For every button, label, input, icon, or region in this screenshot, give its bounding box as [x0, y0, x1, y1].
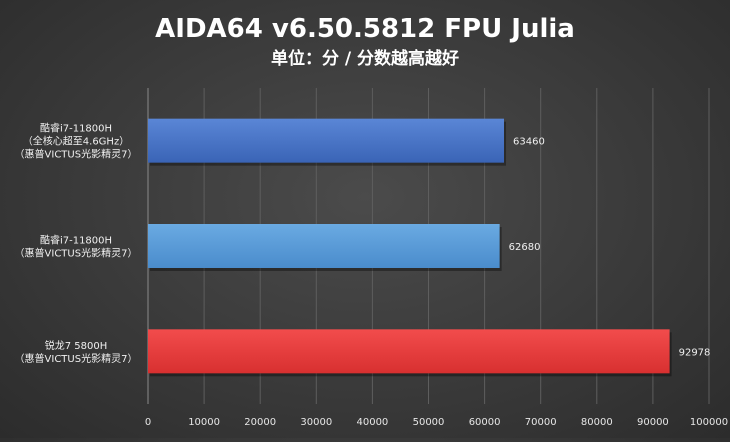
x-tick-label: 80000	[581, 417, 613, 428]
category-label: （惠普VICTUS光影精灵7）	[15, 148, 138, 161]
x-tick-label: 50000	[413, 417, 445, 428]
chart-title: AIDA64 v6.50.5812 FPU Julia	[155, 14, 575, 44]
category-label: 锐龙7 5800H	[45, 339, 108, 352]
chart-subtitle: 单位：分 / 分数越高越好	[271, 48, 459, 69]
x-tick-label: 60000	[469, 417, 501, 428]
data-label: 92978	[679, 347, 711, 358]
data-label: 62680	[509, 242, 541, 253]
x-tick-label: 10000	[188, 417, 220, 428]
labels: 0 10000 20000 30000 40000 50000 60000 70000 8000…	[15, 122, 729, 428]
x-tick-label: 100000	[690, 417, 728, 428]
x-tick-label: 20000	[244, 417, 276, 428]
x-tick-label: 70000	[525, 417, 557, 428]
x-tick-label: 0	[145, 417, 151, 428]
x-tick-label: 90000	[637, 417, 669, 428]
bar	[148, 329, 670, 374]
x-tick-label: 40000	[356, 417, 388, 428]
x-tick-label: 30000	[300, 417, 332, 428]
category-label: （全核心超至4.6GHz）	[23, 135, 129, 148]
bar	[148, 224, 500, 268]
category-label: 酷睿i7-11800H	[40, 234, 112, 247]
category-label: 酷睿i7-11800H	[40, 122, 112, 135]
category-label: （惠普VICTUS光影精灵7）	[15, 247, 138, 260]
category-label: （惠普VICTUS光影精灵7）	[15, 352, 138, 365]
bar	[148, 118, 505, 163]
data-label: 63460	[513, 137, 545, 148]
bars	[148, 118, 672, 377]
